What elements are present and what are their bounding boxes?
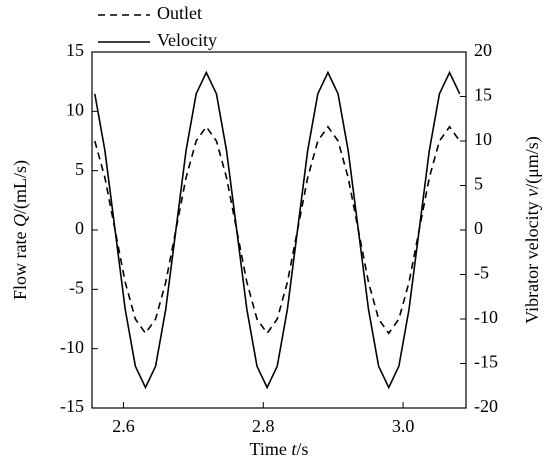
y2-tick-label: 0 — [474, 218, 483, 238]
y-tick-label: 15 — [66, 40, 84, 60]
y-axis-title: Flow rate Q/(mL/s) — [10, 160, 31, 300]
x-tick-label: 2.8 — [252, 416, 275, 436]
y2-title-part: /(μm/s) — [522, 136, 543, 189]
y2-tick-label: -5 — [474, 263, 489, 283]
y2-title-part: v — [522, 189, 542, 197]
y2-tick-label: 20 — [474, 40, 492, 60]
x-axis-title: Time t/s — [250, 439, 309, 459]
legend-label: Outlet — [157, 3, 202, 23]
y-tick-label: -15 — [60, 396, 84, 416]
y-tick-label: 10 — [66, 99, 84, 119]
x-tick-label: 2.6 — [112, 416, 135, 436]
series-line — [94, 125, 461, 335]
y-tick-label: -10 — [60, 337, 84, 357]
y-title-part: Q — [10, 214, 30, 227]
x-title-part: t — [291, 439, 297, 459]
y2-tick-label: -20 — [474, 396, 498, 416]
y-tick-label: 5 — [75, 159, 84, 179]
y2-tick-label: 5 — [474, 174, 483, 194]
y-title-part: /(mL/s) — [10, 160, 31, 214]
y-tick-label: -5 — [69, 277, 84, 297]
y2-tick-label: -10 — [474, 307, 498, 327]
x-title-part: Time — [250, 439, 292, 459]
x-tick-label: 3.0 — [392, 416, 415, 436]
y-tick-label: 0 — [75, 218, 84, 238]
y2-title-part: Vibrator velocity — [522, 197, 542, 324]
y2-axis-title: Vibrator velocity v/(μm/s) — [522, 136, 543, 324]
legend-label: Velocity — [157, 30, 217, 50]
y2-tick-label: 15 — [474, 85, 492, 105]
series-line — [94, 70, 461, 390]
y2-tick-label: -15 — [474, 352, 498, 372]
y2-tick-label: 10 — [474, 129, 492, 149]
x-title-part: /s — [296, 439, 308, 459]
y-title-part: Flow rate — [10, 227, 30, 300]
